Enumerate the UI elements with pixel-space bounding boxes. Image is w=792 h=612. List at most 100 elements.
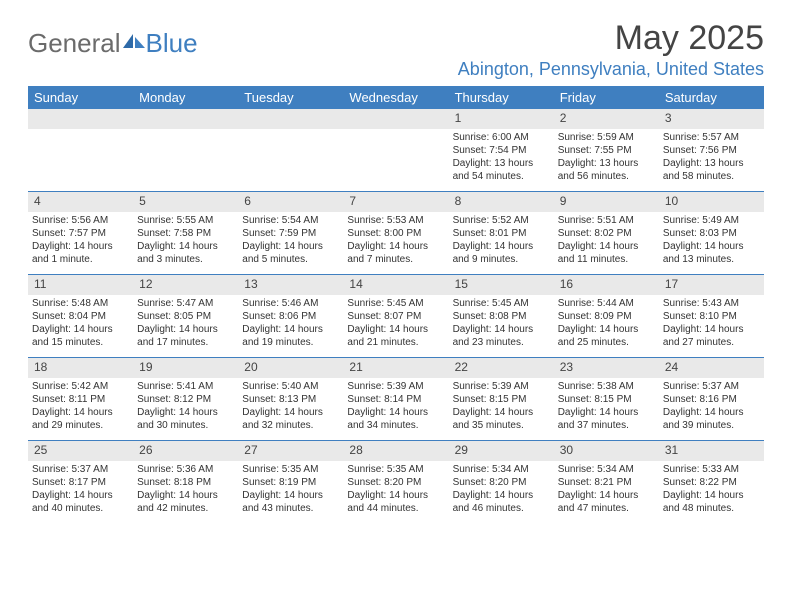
logo-text-general: General [28, 28, 121, 59]
sunrise-text: Sunrise: 6:00 AM [453, 131, 550, 144]
date-number: 8 [449, 192, 554, 212]
date-number: 21 [343, 358, 448, 378]
sunrise-text: Sunrise: 5:59 AM [558, 131, 655, 144]
daylight-text-2: and 42 minutes. [137, 502, 234, 515]
daylight-text-1: Daylight: 14 hours [32, 406, 129, 419]
date-number: 24 [659, 358, 764, 378]
date-number: 25 [28, 441, 133, 461]
day-header-cell: Wednesday [343, 86, 448, 109]
sunrise-text: Sunrise: 5:39 AM [453, 380, 550, 393]
sunset-text: Sunset: 8:21 PM [558, 476, 655, 489]
sunset-text: Sunset: 8:04 PM [32, 310, 129, 323]
calendar-cell: 15Sunrise: 5:45 AMSunset: 8:08 PMDayligh… [449, 275, 554, 357]
sunrise-text: Sunrise: 5:45 AM [347, 297, 444, 310]
sunrise-text: Sunrise: 5:35 AM [242, 463, 339, 476]
sunrise-text: Sunrise: 5:57 AM [663, 131, 760, 144]
daylight-text-2: and 23 minutes. [453, 336, 550, 349]
location-text: Abington, Pennsylvania, United States [458, 59, 764, 80]
daylight-text-1: Daylight: 14 hours [453, 323, 550, 336]
sunrise-text: Sunrise: 5:56 AM [32, 214, 129, 227]
sunset-text: Sunset: 8:01 PM [453, 227, 550, 240]
day-header-cell: Sunday [28, 86, 133, 109]
date-number: 14 [343, 275, 448, 295]
date-number: 5 [133, 192, 238, 212]
date-number [343, 109, 448, 129]
sunrise-text: Sunrise: 5:48 AM [32, 297, 129, 310]
calendar-cell: 11Sunrise: 5:48 AMSunset: 8:04 PMDayligh… [28, 275, 133, 357]
sunset-text: Sunset: 8:13 PM [242, 393, 339, 406]
daylight-text-2: and 9 minutes. [453, 253, 550, 266]
sunset-text: Sunset: 8:07 PM [347, 310, 444, 323]
calendar-cell: 2Sunrise: 5:59 AMSunset: 7:55 PMDaylight… [554, 109, 659, 191]
sunset-text: Sunset: 8:06 PM [242, 310, 339, 323]
daylight-text-2: and 1 minute. [32, 253, 129, 266]
sunrise-text: Sunrise: 5:35 AM [347, 463, 444, 476]
daylight-text-1: Daylight: 14 hours [558, 406, 655, 419]
week-row: 1Sunrise: 6:00 AMSunset: 7:54 PMDaylight… [28, 109, 764, 192]
daylight-text-2: and 56 minutes. [558, 170, 655, 183]
week-row: 4Sunrise: 5:56 AMSunset: 7:57 PMDaylight… [28, 192, 764, 275]
daylight-text-1: Daylight: 14 hours [242, 323, 339, 336]
sunrise-text: Sunrise: 5:41 AM [137, 380, 234, 393]
daylight-text-2: and 47 minutes. [558, 502, 655, 515]
daylight-text-2: and 5 minutes. [242, 253, 339, 266]
daylight-text-1: Daylight: 14 hours [242, 489, 339, 502]
calendar-cell: 31Sunrise: 5:33 AMSunset: 8:22 PMDayligh… [659, 441, 764, 523]
calendar-cell: 9Sunrise: 5:51 AMSunset: 8:02 PMDaylight… [554, 192, 659, 274]
sunrise-text: Sunrise: 5:37 AM [32, 463, 129, 476]
sunset-text: Sunset: 8:20 PM [347, 476, 444, 489]
calendar-cell: 26Sunrise: 5:36 AMSunset: 8:18 PMDayligh… [133, 441, 238, 523]
daylight-text-2: and 7 minutes. [347, 253, 444, 266]
date-number: 30 [554, 441, 659, 461]
week-row: 25Sunrise: 5:37 AMSunset: 8:17 PMDayligh… [28, 441, 764, 523]
week-row: 11Sunrise: 5:48 AMSunset: 8:04 PMDayligh… [28, 275, 764, 358]
daylight-text-1: Daylight: 14 hours [347, 489, 444, 502]
sunrise-text: Sunrise: 5:36 AM [137, 463, 234, 476]
daylight-text-2: and 35 minutes. [453, 419, 550, 432]
day-header-cell: Tuesday [238, 86, 343, 109]
sunset-text: Sunset: 8:10 PM [663, 310, 760, 323]
daylight-text-2: and 40 minutes. [32, 502, 129, 515]
daylight-text-2: and 34 minutes. [347, 419, 444, 432]
date-number: 20 [238, 358, 343, 378]
logo: General Blue [28, 20, 198, 59]
day-header-cell: Thursday [449, 86, 554, 109]
date-number: 10 [659, 192, 764, 212]
calendar-cell: 27Sunrise: 5:35 AMSunset: 8:19 PMDayligh… [238, 441, 343, 523]
daylight-text-2: and 13 minutes. [663, 253, 760, 266]
date-number: 9 [554, 192, 659, 212]
calendar-cell: 14Sunrise: 5:45 AMSunset: 8:07 PMDayligh… [343, 275, 448, 357]
calendar-cell: 29Sunrise: 5:34 AMSunset: 8:20 PMDayligh… [449, 441, 554, 523]
daylight-text-2: and 54 minutes. [453, 170, 550, 183]
daylight-text-1: Daylight: 14 hours [32, 489, 129, 502]
title-block: May 2025 Abington, Pennsylvania, United … [458, 20, 764, 80]
calendar-cell: 4Sunrise: 5:56 AMSunset: 7:57 PMDaylight… [28, 192, 133, 274]
logo-sail-icon [123, 26, 145, 57]
daylight-text-2: and 17 minutes. [137, 336, 234, 349]
sunrise-text: Sunrise: 5:42 AM [32, 380, 129, 393]
sunset-text: Sunset: 8:15 PM [558, 393, 655, 406]
sunrise-text: Sunrise: 5:46 AM [242, 297, 339, 310]
calendar-cell: 22Sunrise: 5:39 AMSunset: 8:15 PMDayligh… [449, 358, 554, 440]
calendar-cell: 24Sunrise: 5:37 AMSunset: 8:16 PMDayligh… [659, 358, 764, 440]
daylight-text-1: Daylight: 14 hours [242, 406, 339, 419]
daylight-text-2: and 30 minutes. [137, 419, 234, 432]
date-number: 23 [554, 358, 659, 378]
sunset-text: Sunset: 7:59 PM [242, 227, 339, 240]
week-row: 18Sunrise: 5:42 AMSunset: 8:11 PMDayligh… [28, 358, 764, 441]
daylight-text-2: and 3 minutes. [137, 253, 234, 266]
daylight-text-2: and 58 minutes. [663, 170, 760, 183]
daylight-text-1: Daylight: 14 hours [137, 406, 234, 419]
logo-text-blue: Blue [146, 28, 198, 59]
date-number: 31 [659, 441, 764, 461]
page: General Blue May 2025 Abington, Pennsylv… [0, 0, 792, 543]
sunrise-text: Sunrise: 5:54 AM [242, 214, 339, 227]
daylight-text-1: Daylight: 14 hours [32, 323, 129, 336]
daylight-text-2: and 32 minutes. [242, 419, 339, 432]
date-number: 6 [238, 192, 343, 212]
weeks-container: 1Sunrise: 6:00 AMSunset: 7:54 PMDaylight… [28, 109, 764, 523]
sunset-text: Sunset: 7:58 PM [137, 227, 234, 240]
sunset-text: Sunset: 8:11 PM [32, 393, 129, 406]
sunrise-text: Sunrise: 5:51 AM [558, 214, 655, 227]
daylight-text-1: Daylight: 14 hours [137, 489, 234, 502]
